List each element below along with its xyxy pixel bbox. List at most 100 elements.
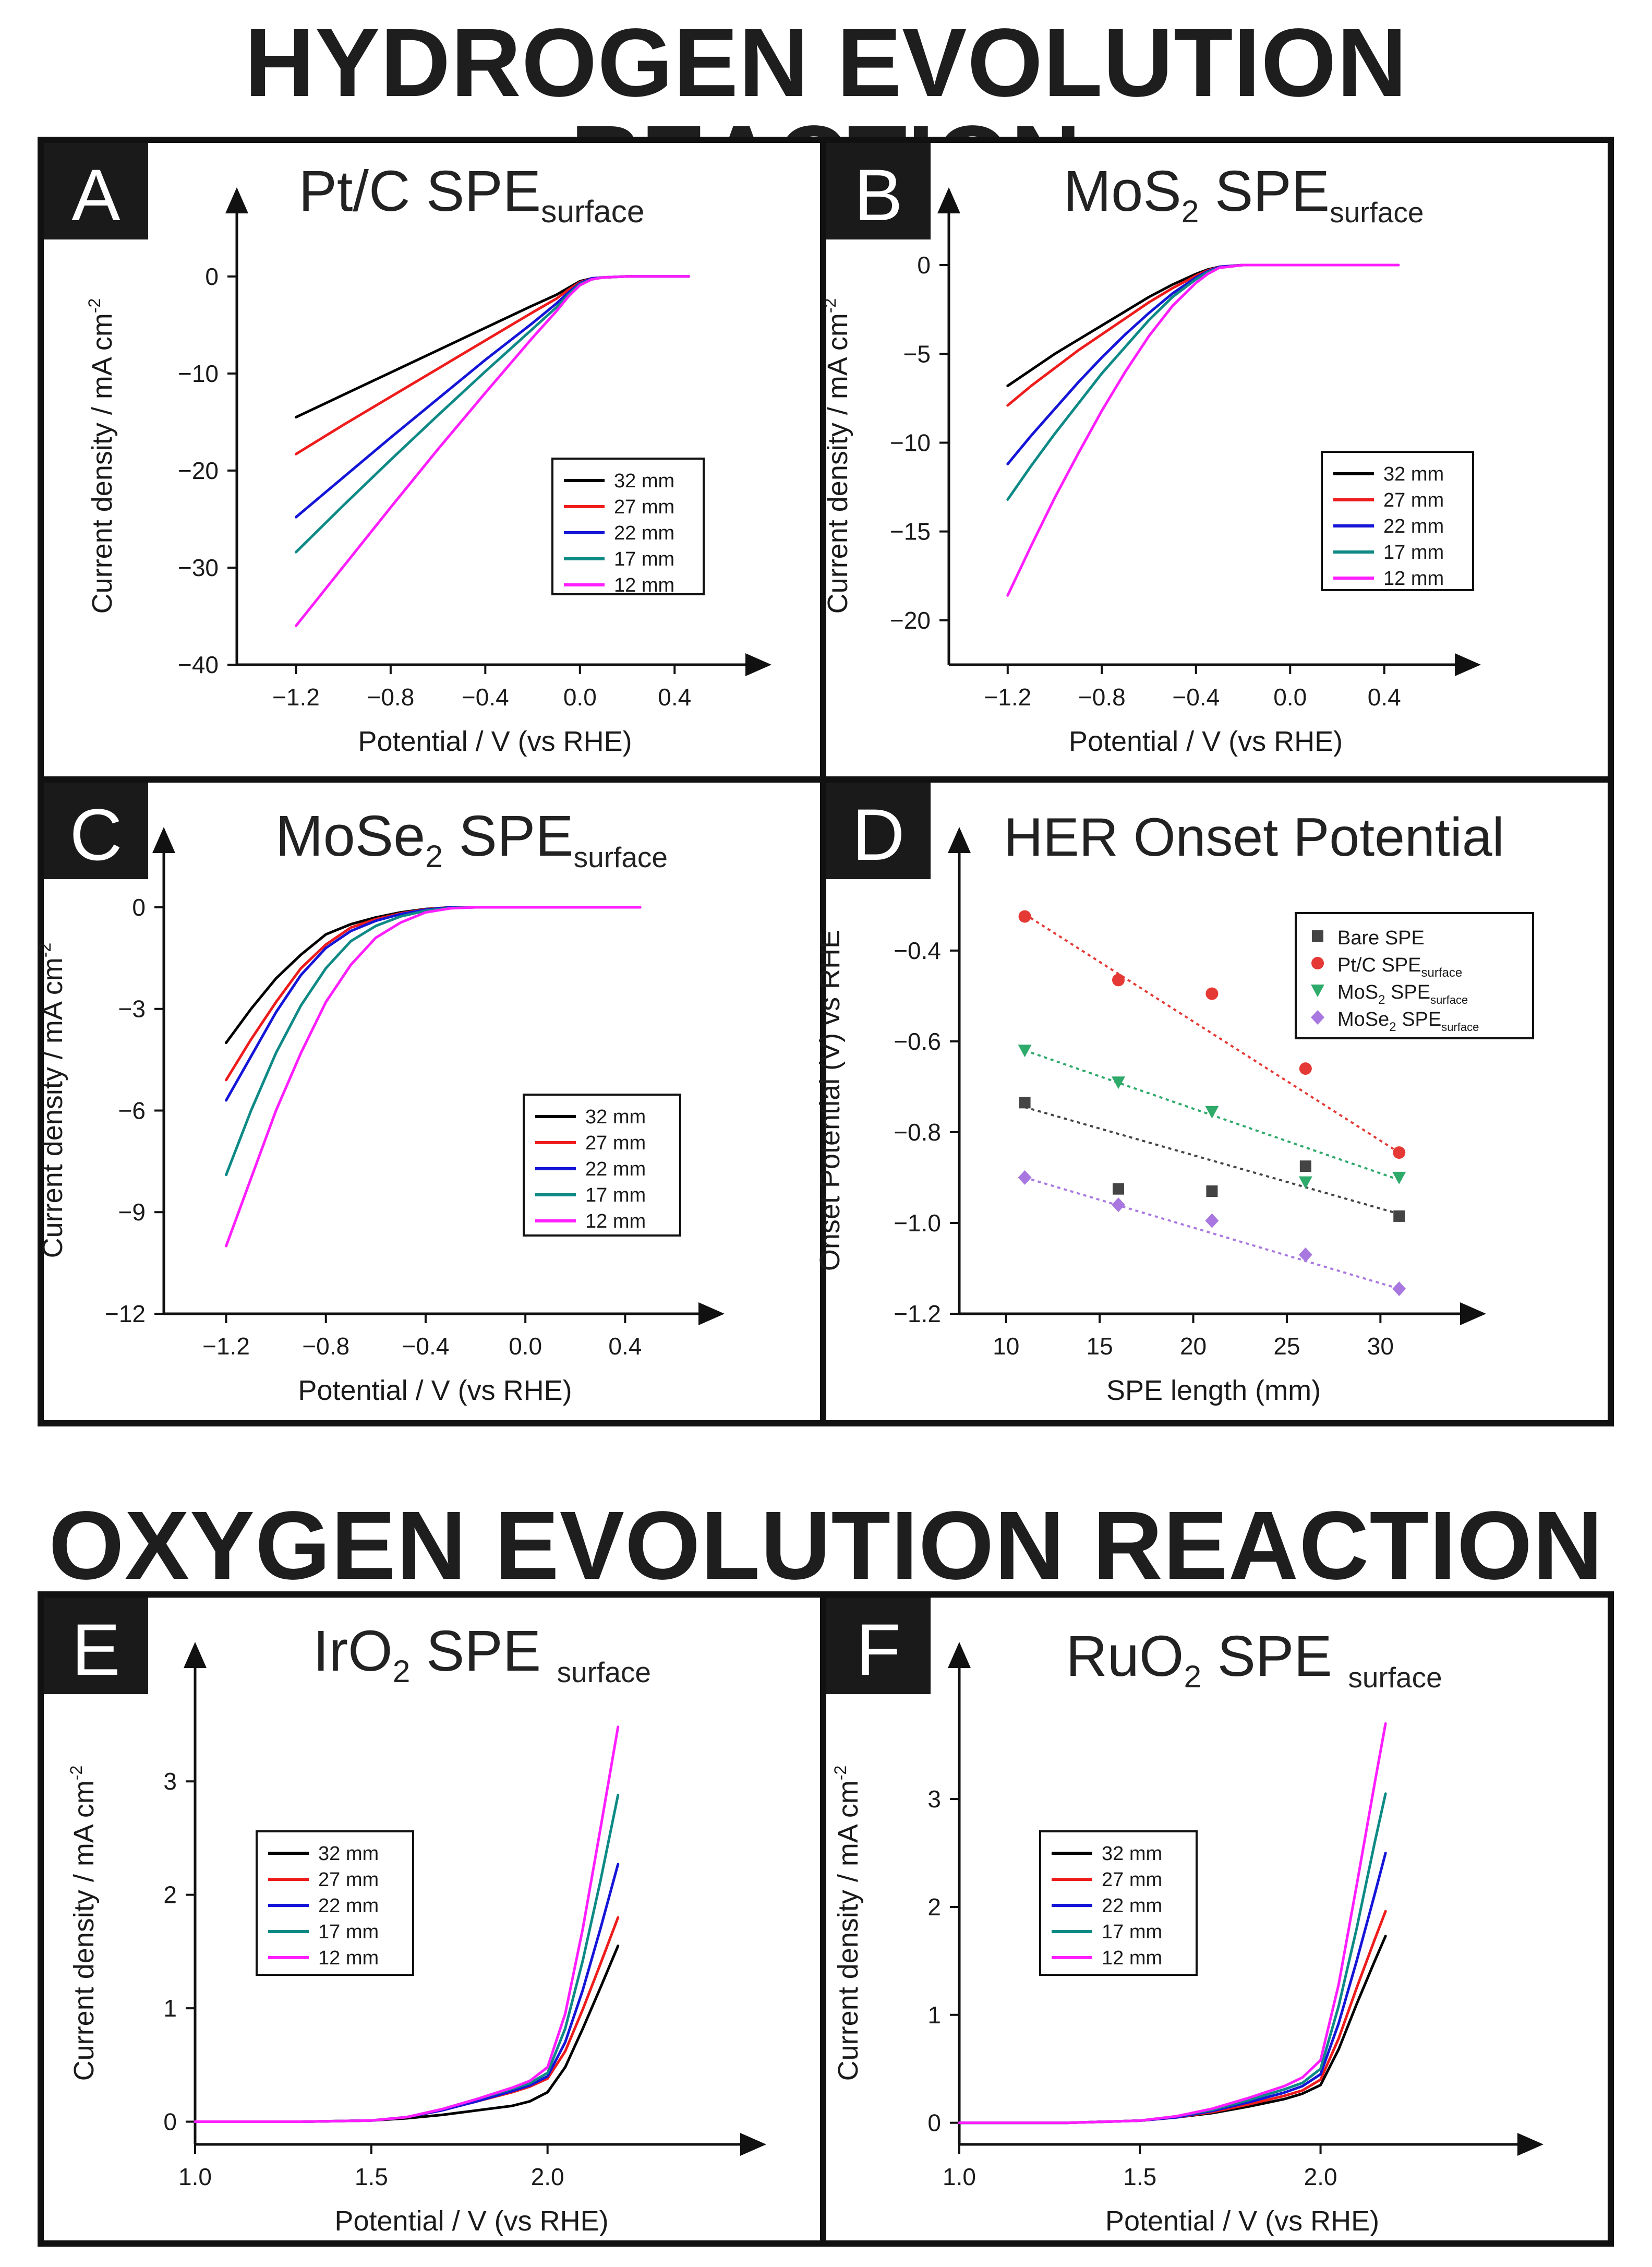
fit-line bbox=[1024, 1106, 1400, 1215]
y-tick-label: 3 bbox=[163, 1768, 177, 1795]
title-main: IrO bbox=[313, 1619, 393, 1683]
data-point-diamond bbox=[1205, 1213, 1219, 1228]
panel-letter-badge bbox=[826, 143, 931, 239]
y-tick-label: 0 bbox=[163, 2108, 177, 2136]
y-axis-arrow-icon bbox=[948, 827, 971, 853]
x-tick-label: 30 bbox=[1367, 1333, 1394, 1360]
title-main: Pt/C SPE bbox=[298, 159, 541, 223]
legend-label: 22 mm bbox=[614, 522, 674, 544]
y-tick-label: −30 bbox=[178, 554, 219, 581]
y-axis-label: Current density / mA cm-2 bbox=[85, 298, 118, 614]
data-point-circle bbox=[1112, 974, 1125, 987]
chart-title: Pt/C SPEsurface bbox=[298, 159, 644, 229]
legend-label: 27 mm bbox=[585, 1132, 646, 1154]
legend-label-main: Bare SPE bbox=[1337, 927, 1425, 949]
data-point-triangle bbox=[1112, 1076, 1125, 1089]
chart-title: IrO2 SPE surface bbox=[313, 1619, 651, 1689]
x-tick-label: 0.0 bbox=[509, 1333, 542, 1360]
x-tick-label: −1.2 bbox=[984, 683, 1031, 711]
title-main-continued: SPE bbox=[1201, 1624, 1348, 1688]
y-axis-arrow-icon bbox=[225, 187, 248, 213]
series-line-12-mm bbox=[225, 906, 642, 1248]
panel-letter-badge bbox=[44, 143, 148, 239]
legend-label: Bare SPE bbox=[1337, 927, 1425, 949]
legend-label: 32 mm bbox=[1383, 463, 1444, 485]
data-point-diamond bbox=[1298, 1247, 1312, 1262]
legend-label: 22 mm bbox=[1102, 1895, 1162, 1917]
legend-box bbox=[256, 1830, 414, 1976]
data-point-square bbox=[1206, 1185, 1218, 1197]
y-axis-label: Onset Potential (V) vs RHE bbox=[814, 930, 846, 1271]
data-point-circle bbox=[1311, 957, 1324, 969]
y-axis-label-superscript: -2 bbox=[821, 298, 839, 313]
plot-area bbox=[194, 1725, 620, 2123]
legend-label-subscript: 2 bbox=[1378, 993, 1385, 1007]
y-tick-label: −6 bbox=[118, 1097, 146, 1124]
x-tick-label: −0.4 bbox=[462, 683, 509, 711]
legend-label: MoS2 SPEsurface bbox=[1337, 981, 1468, 1007]
legend: 32 mm 27 mm 22 mm 17 mm 12 mm bbox=[1039, 1830, 1198, 1976]
legend-label: 27 mm bbox=[318, 1869, 379, 1891]
y-tick-label: −10 bbox=[890, 429, 931, 456]
data-point-square bbox=[1393, 1210, 1405, 1222]
x-axis-arrow-icon bbox=[740, 2133, 766, 2156]
legend: 32 mm 27 mm 22 mm 17 mm 12 mm bbox=[523, 1094, 681, 1237]
series-line-12-mm bbox=[958, 1722, 1387, 2125]
x-tick-label: 0.4 bbox=[658, 683, 691, 711]
x-axis-label: Potential / V (vs RHE) bbox=[334, 2205, 608, 2237]
series-line-32-mm bbox=[225, 906, 642, 1045]
legend-label: 17 mm bbox=[1102, 1921, 1162, 1943]
plot-area bbox=[225, 906, 642, 1248]
plot-area bbox=[1006, 263, 1400, 597]
y-tick-label: −20 bbox=[178, 457, 219, 484]
series-line-32-mm bbox=[1006, 263, 1400, 387]
chart-title: HER Onset Potential bbox=[1004, 807, 1504, 868]
title-subscript: 2 bbox=[393, 1653, 411, 1689]
y-tick-label: −15 bbox=[890, 518, 931, 545]
panel-letter-badge bbox=[44, 783, 148, 879]
panel-letter: E bbox=[71, 1609, 120, 1690]
legend-label: 22 mm bbox=[1383, 515, 1444, 537]
title-subscript-2: surface bbox=[1348, 1661, 1442, 1694]
chart-b: B MoS2 SPEsurface −1.2 −0.8 −0.4 0.0 0.4 0 −5 −10… bbox=[821, 143, 1481, 757]
data-point-triangle bbox=[1392, 1171, 1406, 1184]
oer-section-heading: OXYGEN EVOLUTION REACTION bbox=[49, 1492, 1603, 1600]
series-line-27-mm bbox=[1006, 263, 1400, 407]
y-tick-label: −0.4 bbox=[894, 937, 941, 964]
x-tick-label: −1.2 bbox=[202, 1333, 250, 1360]
y-axis-arrow-icon bbox=[948, 1642, 971, 1668]
panel-c: C MoSe2 SPEsurface −1.2 −0.8 −0.4 0.0 0.4 0 −3 −6… bbox=[35, 776, 826, 1426]
x-axis-label: Potential / V (vs RHE) bbox=[298, 1375, 572, 1406]
panel-letter: B bbox=[854, 154, 902, 236]
series-line-12-mm bbox=[194, 1725, 620, 2123]
x-axis-label: SPE length (mm) bbox=[1106, 1375, 1321, 1406]
x-tick-label: −0.4 bbox=[1172, 683, 1220, 711]
y-tick-label: 2 bbox=[163, 1881, 177, 1909]
legend-label: 12 mm bbox=[585, 1210, 646, 1232]
data-point-triangle bbox=[1311, 985, 1324, 997]
y-tick-label: −1.0 bbox=[894, 1209, 941, 1237]
title-main: HER Onset Potential bbox=[1004, 807, 1504, 868]
panel-letter-badge bbox=[44, 1598, 148, 1694]
x-tick-label: 0.4 bbox=[1368, 683, 1401, 711]
y-tick-label: −0.6 bbox=[894, 1028, 941, 1055]
x-tick-label: 25 bbox=[1273, 1333, 1300, 1360]
x-axis-label: Potential / V (vs RHE) bbox=[1069, 726, 1343, 757]
y-axis-label: Current density / mA cm-2 bbox=[35, 943, 68, 1258]
title-subscript-2: surface bbox=[557, 1656, 651, 1688]
panel-f: F RuO2 SPE surface 1.0 1.5 2.0 0 1 2 3 Potential … bbox=[820, 1591, 1614, 2247]
title-main-continued: SPE bbox=[1199, 159, 1330, 223]
title-main: MoS bbox=[1064, 159, 1181, 223]
x-tick-label: 1.0 bbox=[178, 2163, 212, 2190]
data-point-circle bbox=[1299, 1062, 1312, 1075]
series-line-22-mm bbox=[1006, 263, 1400, 465]
data-point-diamond bbox=[1392, 1281, 1406, 1297]
legend-label-main: MoS bbox=[1337, 981, 1378, 1003]
x-tick-label: 1.5 bbox=[355, 2163, 388, 2190]
data-point-triangle bbox=[1205, 1106, 1219, 1119]
data-point-diamond bbox=[1311, 1010, 1324, 1025]
x-tick-label: −1.2 bbox=[272, 683, 320, 711]
